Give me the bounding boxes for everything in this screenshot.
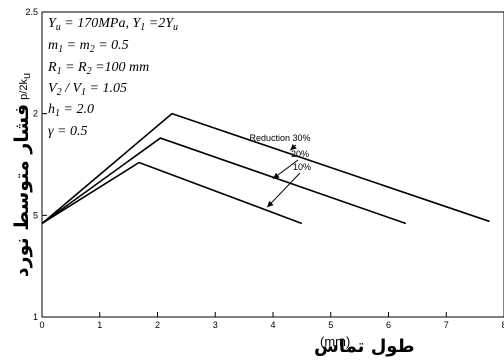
- y-axis-label-text: فشار متوسط نوردp/2ku: [11, 73, 33, 277]
- x-axis-ticks: 0 1 2 3 4 5 6 7 8: [39, 312, 504, 330]
- parameter-yield: Yu = 170MPa, Y1 =2Yu: [48, 16, 178, 33]
- annotation-arrowhead: [267, 200, 274, 208]
- parameter-speed-ratio: V2 / V1 = 1.05: [48, 81, 127, 98]
- parameter-friction: m1 = m2 = 0.5: [48, 38, 129, 55]
- x-tick-label: 8: [501, 320, 504, 330]
- parameter-gamma: γ = 0.5: [48, 124, 87, 139]
- y-axis-ticks: 1 5 2 2.5: [25, 7, 47, 322]
- x-tick-label: 3: [213, 320, 218, 330]
- annotation-pointer-10: [266, 172, 301, 208]
- x-tick-label: 7: [444, 320, 449, 330]
- y-axis-label: فشار متوسط نوردp/2ku: [11, 73, 33, 277]
- x-axis-label-unit: (mm): [320, 334, 350, 349]
- series-line-reduction-30: [41, 112, 490, 225]
- y-tick-label: 5: [33, 210, 38, 220]
- x-tick-label: 6: [386, 320, 391, 330]
- annotation-label-reduction-30: Reduction 30%: [249, 133, 310, 143]
- y-tick-label: 1: [33, 312, 38, 322]
- parameter-block: Yu = 170MPa, Y1 =2Yu m1 = m2 = 0.5 R1 = …: [47, 16, 178, 139]
- x-tick-label: 5: [328, 320, 333, 330]
- y-tick-label: 2: [33, 109, 38, 119]
- series-layer: [41, 112, 490, 225]
- parameter-thickness: h1 = 2.0: [48, 102, 94, 119]
- x-tick-label: 0: [39, 320, 44, 330]
- series-line-10: [41, 161, 303, 225]
- annotation-arrowhead: [273, 172, 280, 179]
- x-tick-label: 2: [155, 320, 160, 330]
- annotation-label-10: 10%: [293, 162, 311, 172]
- x-axis-label-text: طول تماس: [314, 336, 415, 357]
- series-line-20: [41, 137, 407, 225]
- y-tick-label: 2.5: [25, 7, 38, 17]
- x-tick-label: 4: [270, 320, 275, 330]
- annotation-pointers: Reduction 30% 20% 10%: [249, 133, 311, 208]
- parameter-roll-radius: R1 = R2 =100 mm: [47, 60, 149, 77]
- x-axis-label: طول تماس (mm): [314, 334, 415, 357]
- annotation-label-20: 20%: [291, 149, 309, 159]
- annotation-arrowhead: [290, 143, 297, 151]
- plot-frame: [41, 11, 504, 318]
- x-tick-label: 1: [97, 320, 102, 330]
